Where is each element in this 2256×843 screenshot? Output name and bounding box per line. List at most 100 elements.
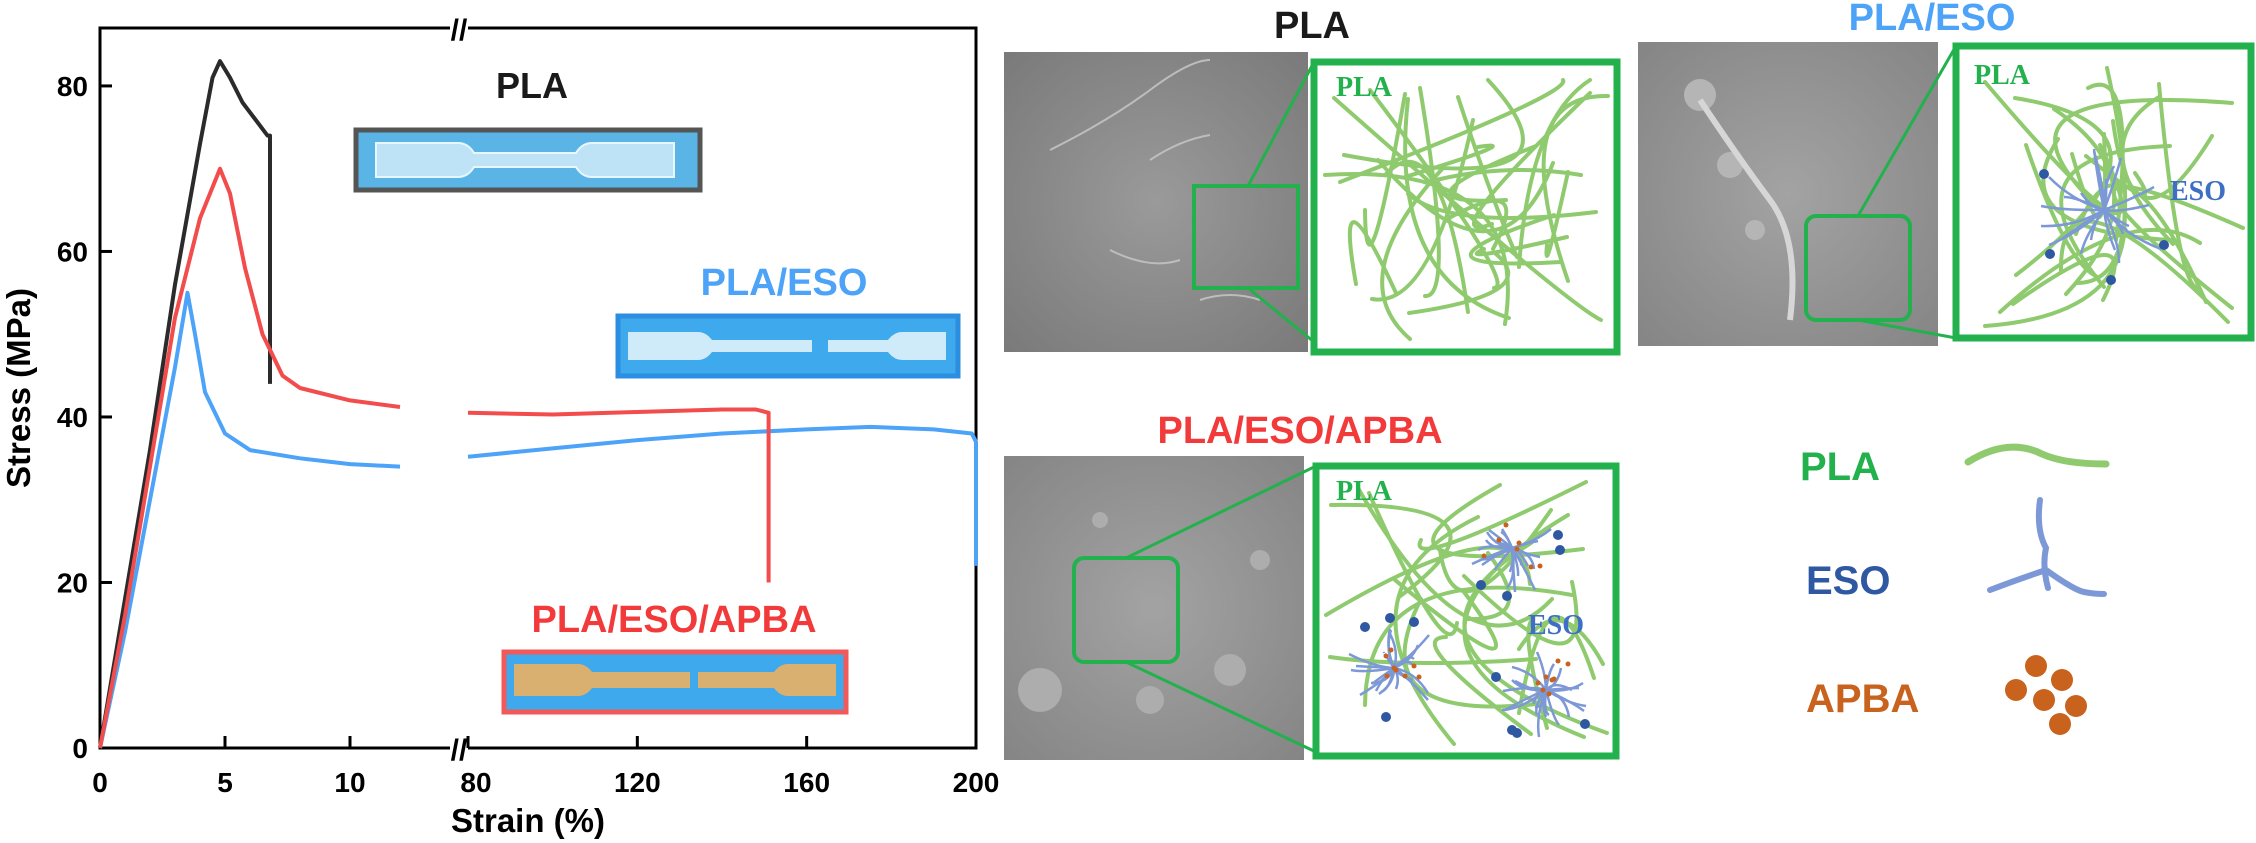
pla-strand bbox=[1403, 143, 1495, 179]
pla-strand bbox=[1526, 617, 1549, 730]
pla-strand bbox=[2111, 184, 2245, 310]
apba-particle bbox=[1411, 663, 1417, 669]
apba-particle bbox=[1528, 564, 1534, 570]
zoom-connector-pla-eso-top bbox=[1856, 45, 1958, 217]
y-ticks: 0 20 40 60 80 bbox=[57, 71, 112, 764]
eso-node bbox=[2159, 240, 2169, 250]
apba-particle bbox=[1565, 661, 1571, 667]
pla-strand bbox=[1983, 205, 2127, 328]
specimen-pla-eso-apba-dogbone-left bbox=[514, 664, 690, 696]
eso-network bbox=[2039, 148, 2169, 285]
pla-strand bbox=[1474, 235, 1569, 257]
apba-particle bbox=[1503, 522, 1509, 528]
eso-node bbox=[2039, 169, 2049, 179]
pla-strand bbox=[1342, 78, 1525, 171]
apba-particle bbox=[1391, 665, 1397, 671]
pla-strand bbox=[2013, 96, 2113, 277]
sem-image-pla-eso bbox=[1638, 42, 1938, 346]
sem-particle bbox=[1018, 668, 1062, 712]
zoom-region-pla bbox=[1192, 184, 1300, 290]
apba-particle bbox=[1537, 563, 1543, 569]
specimen-pla-dogbone bbox=[375, 142, 675, 178]
apba-particle bbox=[1496, 537, 1502, 543]
pla-strand bbox=[2059, 144, 2172, 289]
legend-eso-branch-icon bbox=[1987, 497, 2107, 597]
panel-pla-title: PLA bbox=[1274, 5, 1350, 47]
eso-strand bbox=[2102, 209, 2117, 251]
apba-particle bbox=[1402, 673, 1408, 679]
sem-crack-pla bbox=[1049, 59, 1261, 301]
pla-strand bbox=[1363, 92, 1407, 247]
pla-strand bbox=[1417, 480, 1588, 551]
series-pla-eso-line-right bbox=[467, 424, 978, 566]
x-tick-label: 200 bbox=[953, 767, 1000, 798]
zoom-connector-apba-top bbox=[1125, 464, 1317, 560]
apba-particle bbox=[1514, 546, 1520, 552]
panel-pla-eso-title: PLA/ESO bbox=[1849, 0, 2016, 39]
pla-strands bbox=[1323, 78, 1610, 341]
eso-strand bbox=[2103, 185, 2155, 212]
sem-particle bbox=[1745, 220, 1765, 240]
panel-pla-eso-apba-title: PLA/ESO/APBA bbox=[1157, 410, 1442, 452]
y-tick-label: 0 bbox=[72, 733, 88, 764]
x-ticks: 0 5 10 80 120 160 200 bbox=[92, 736, 999, 798]
pla-strand bbox=[1328, 655, 1538, 666]
eso-strand bbox=[1374, 667, 1395, 692]
eso-node bbox=[2045, 249, 2055, 259]
y-tick-label: 20 bbox=[57, 567, 88, 598]
eso-strand bbox=[1493, 547, 1513, 571]
pla-strand bbox=[1368, 88, 1500, 290]
eso-node bbox=[1385, 613, 1395, 623]
eso-strand bbox=[2062, 208, 2105, 240]
series-pla-eso-apba-line-right bbox=[467, 407, 771, 583]
stress-strain-chart: // // 0 20 40 60 80 0 5 10 80 120 160 200 Stress (… bbox=[0, 14, 999, 839]
eso-node bbox=[1580, 719, 1590, 729]
apba-particle bbox=[1555, 658, 1561, 664]
specimen-pla-eso-dogbone-left bbox=[628, 332, 812, 360]
eso-node bbox=[2106, 275, 2116, 285]
series-pla-line-left bbox=[98, 59, 272, 749]
pla-strand bbox=[1418, 86, 1441, 298]
x-tick-label: 120 bbox=[614, 767, 661, 798]
pla-strand bbox=[2157, 82, 2201, 290]
panel-pla: PLA PLA bbox=[1004, 5, 1621, 356]
pla-strand bbox=[1329, 502, 1453, 599]
panel-pla-eso-apba: PLA/ESO/APBA PLA ESO bbox=[1004, 410, 1620, 760]
apba-particle bbox=[1416, 674, 1422, 680]
pla-strand bbox=[1517, 78, 1592, 269]
apba-particle bbox=[1383, 653, 1389, 659]
zoom-apba-eso-label: ESO bbox=[1528, 610, 1584, 641]
axis-break-mark-bottom: // bbox=[451, 734, 468, 767]
eso-strand bbox=[1393, 634, 1430, 670]
eso-network bbox=[1348, 522, 1590, 738]
y-tick-label: 60 bbox=[57, 236, 88, 267]
pla-strand bbox=[1393, 578, 1499, 651]
eso-strand bbox=[1511, 665, 1547, 691]
eso-strand bbox=[1387, 628, 1396, 669]
series-pla-eso-apba-line-left bbox=[98, 166, 401, 749]
series-lines bbox=[98, 59, 978, 749]
eso-strand bbox=[2103, 209, 2162, 251]
sem-particle bbox=[1250, 550, 1270, 570]
apba-particle bbox=[1535, 680, 1541, 686]
zoom-connector-pla-eso-bottom bbox=[1857, 318, 1957, 340]
x-tick-label: 0 bbox=[92, 767, 108, 798]
pla-strands bbox=[1324, 480, 1609, 746]
pla-strand bbox=[1403, 97, 1511, 320]
sem-particle bbox=[1684, 79, 1716, 111]
specimen-pla-eso-label: PLA/ESO bbox=[701, 262, 868, 304]
specimen-pla-eso-dogbone-right bbox=[828, 332, 946, 360]
zoom-connector-pla-bottom bbox=[1247, 286, 1315, 344]
pla-strand bbox=[1393, 515, 1480, 746]
apba-particle bbox=[1384, 673, 1390, 679]
legend-eso-label: ESO bbox=[1806, 559, 1890, 603]
sem-particle bbox=[1214, 654, 1246, 686]
legend-apba-label: APBA bbox=[1806, 677, 1919, 721]
specimen-pla-eso-apba-dogbone-right bbox=[698, 664, 836, 696]
sem-crack-pla-eso bbox=[1697, 98, 1796, 321]
pla-strand bbox=[1376, 158, 1555, 234]
legend-pla-label: PLA bbox=[1800, 445, 1880, 489]
eso-node bbox=[1512, 728, 1522, 738]
zoom-pla-eso-eso-label: ESO bbox=[2170, 176, 2226, 207]
